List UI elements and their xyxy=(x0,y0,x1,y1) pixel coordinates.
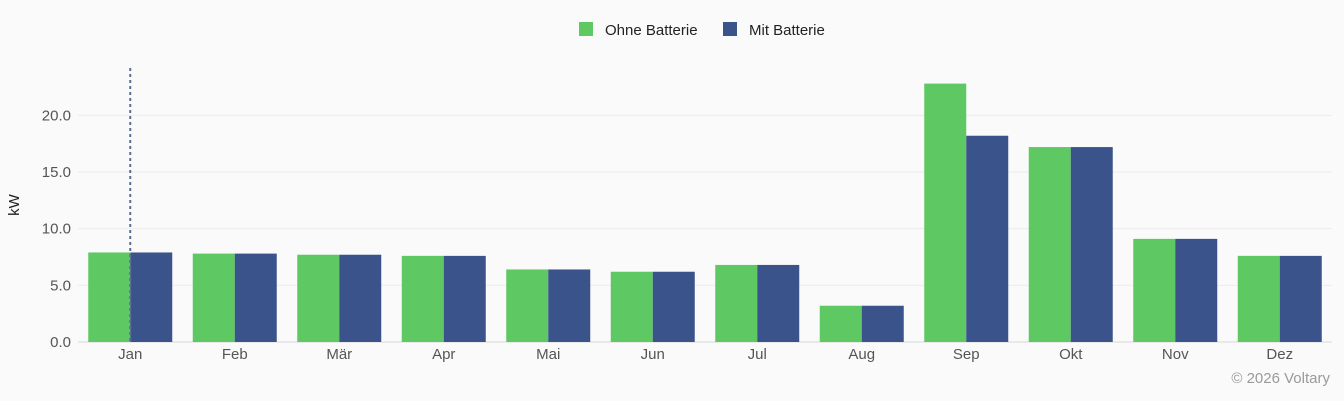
bar-mit-10[interactable] xyxy=(1175,238,1218,342)
x-tick-label: Aug xyxy=(848,346,875,363)
bar-ohne-9[interactable] xyxy=(1028,147,1071,342)
legend: Ohne Batterie Mit Batterie xyxy=(579,22,825,39)
bar-ohne-5[interactable] xyxy=(610,271,653,342)
y-tick-label: 10.0 xyxy=(42,221,71,238)
y-tick-label: 15.0 xyxy=(42,164,71,181)
copyright-text: © 2026 Voltary xyxy=(1231,370,1330,387)
bar-ohne-8[interactable] xyxy=(924,83,967,342)
x-tick-label: Mai xyxy=(536,346,560,363)
x-tick-label: Jul xyxy=(748,346,767,363)
y-tick-label: 0.0 xyxy=(50,334,71,351)
grid-lines xyxy=(78,114,1332,343)
bar-ohne-11[interactable] xyxy=(1237,255,1280,342)
bar-ohne-7[interactable] xyxy=(819,305,862,342)
x-tick-label: Mär xyxy=(326,346,352,363)
bar-mit-3[interactable] xyxy=(443,255,486,342)
bar-mit-4[interactable] xyxy=(548,269,591,342)
bar-mit-11[interactable] xyxy=(1279,255,1322,342)
x-tick-label: Dez xyxy=(1266,346,1293,363)
x-axis: Jan Feb Mär Apr Mai Jun Jul Aug Sep Okt Nov Dez xyxy=(118,346,1293,363)
x-tick-label: Okt xyxy=(1059,346,1083,363)
bars xyxy=(88,83,1322,342)
bar-ohne-2[interactable] xyxy=(297,254,340,342)
bar-ohne-10[interactable] xyxy=(1133,238,1176,342)
bar-mit-9[interactable] xyxy=(1070,147,1113,342)
bar-mit-1[interactable] xyxy=(234,253,277,342)
y-tick-label: 20.0 xyxy=(42,107,71,124)
bar-mit-2[interactable] xyxy=(339,254,382,342)
bar-ohne-4[interactable] xyxy=(506,269,549,342)
bar-ohne-0[interactable] xyxy=(88,252,131,342)
legend-swatch[interactable] xyxy=(723,22,737,36)
bar-ohne-1[interactable] xyxy=(192,253,235,342)
y-axis-title: kW xyxy=(6,193,23,216)
legend-swatch[interactable] xyxy=(579,22,593,36)
bar-mit-5[interactable] xyxy=(652,271,695,342)
bar-mit-6[interactable] xyxy=(757,264,800,342)
x-tick-label: Sep xyxy=(953,346,980,363)
x-tick-label: Nov xyxy=(1162,346,1189,363)
bar-ohne-3[interactable] xyxy=(401,255,444,342)
y-tick-label: 5.0 xyxy=(50,277,71,294)
bar-mit-0[interactable] xyxy=(130,252,173,342)
bar-mit-7[interactable] xyxy=(861,305,904,342)
x-tick-label: Jan xyxy=(118,346,142,363)
legend-label[interactable]: Ohne Batterie xyxy=(605,22,698,39)
x-tick-label: Apr xyxy=(432,346,455,363)
legend-label[interactable]: Mit Batterie xyxy=(749,22,825,39)
x-tick-label: Jun xyxy=(641,346,665,363)
bar-mit-8[interactable] xyxy=(966,135,1009,342)
bar-ohne-6[interactable] xyxy=(715,264,758,342)
y-axis: 0.0 5.0 10.0 15.0 20.0 xyxy=(42,107,71,351)
x-tick-label: Feb xyxy=(222,346,248,363)
